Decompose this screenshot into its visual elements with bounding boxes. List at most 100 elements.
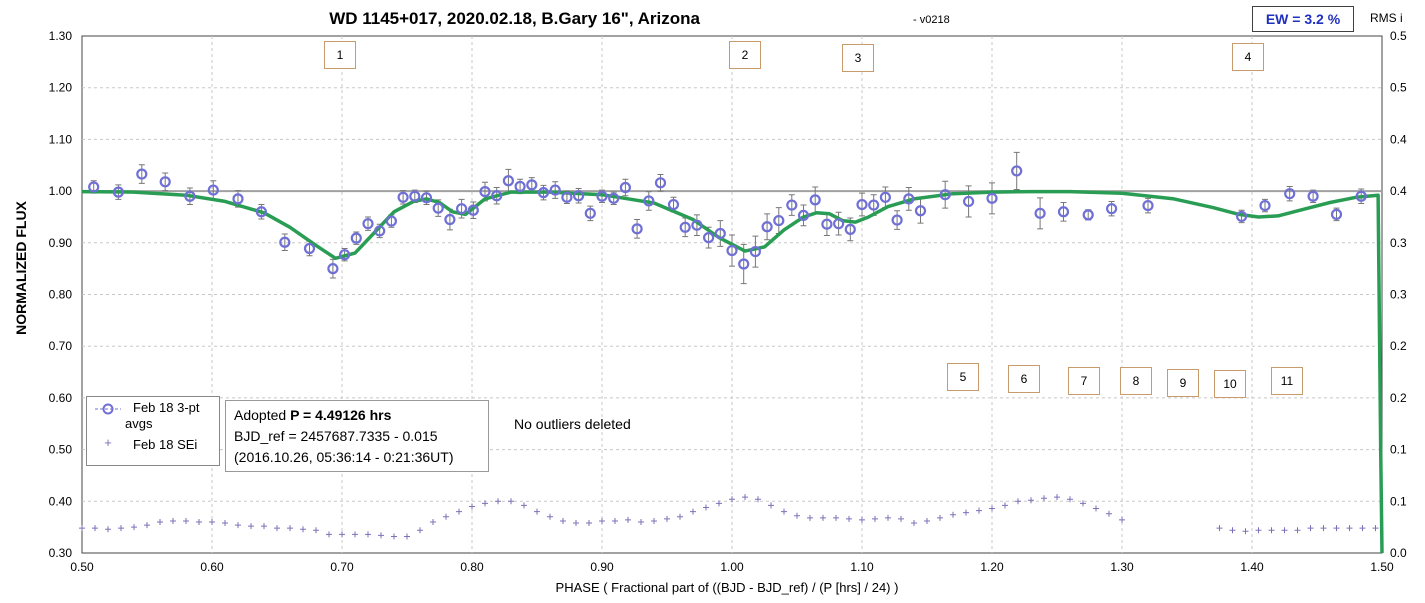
rms-point xyxy=(1106,510,1112,517)
rms-point xyxy=(430,518,436,525)
rms-point xyxy=(118,525,124,532)
y-tick-label: 1.30 xyxy=(49,29,73,43)
x-tick-label: 1.30 xyxy=(1110,560,1134,574)
rms-point xyxy=(872,515,878,522)
flux-point xyxy=(432,202,444,214)
rms-point xyxy=(352,531,358,538)
y-tick-label: 1.20 xyxy=(49,81,73,95)
y2-tick-labels: 0.0 0.1 0.1 0.2 0.2 0.3 0.3 0.4 0.4 0.5 0.5 xyxy=(1390,29,1407,560)
rms-point xyxy=(326,531,332,538)
flux-point xyxy=(891,214,903,226)
y-axis-title: NORMALIZED FLUX xyxy=(13,200,29,334)
flux-point xyxy=(279,236,291,248)
y2-tick-label: 0.5 xyxy=(1390,29,1407,43)
rms-point xyxy=(703,504,709,511)
error-bar xyxy=(729,234,735,267)
rms-point xyxy=(976,507,982,514)
rms-point xyxy=(495,498,501,505)
rms-point xyxy=(677,513,683,520)
x-tick-labels: 0.50 0.60 0.70 0.80 0.90 1.00 1.10 1.20 1.30 1.40… xyxy=(70,560,1394,574)
flux-point xyxy=(608,192,620,204)
date-line: (2016.10.26, 05:36:14 - 0:21:36UT) xyxy=(234,449,454,465)
flux-point xyxy=(350,232,362,244)
x-axis-title: PHASE ( Fractional part of ((BJD - BJD_r… xyxy=(556,580,899,595)
rms-point xyxy=(573,520,579,527)
rms-point xyxy=(378,532,384,539)
flux-point xyxy=(879,191,892,203)
rms-point xyxy=(1320,525,1327,532)
flux-point xyxy=(619,181,632,194)
rms-point xyxy=(1268,527,1275,534)
rms-point xyxy=(1093,505,1099,512)
flux-point xyxy=(374,225,386,237)
y2-tick-label: 0.0 xyxy=(1390,546,1407,560)
rms-point xyxy=(248,523,254,530)
flux-point xyxy=(584,207,596,219)
rms-point xyxy=(274,525,280,532)
flux-point xyxy=(1307,190,1319,202)
flux-point xyxy=(903,193,915,205)
model-line xyxy=(81,189,1384,554)
x-tick-label: 0.70 xyxy=(330,560,354,574)
flux-point xyxy=(409,190,421,202)
flux-point xyxy=(572,190,585,202)
error-bar xyxy=(835,211,842,236)
x-tick-label: 1.00 xyxy=(720,560,744,574)
dip-marker-9: 9 xyxy=(1167,369,1199,397)
y-tick-label: 0.30 xyxy=(49,546,73,560)
y-tick-label: 0.70 xyxy=(49,339,73,353)
flux-point xyxy=(255,206,267,218)
error-bar xyxy=(693,214,700,237)
flux-point xyxy=(691,219,703,231)
flux-point xyxy=(761,221,773,233)
rms-point xyxy=(443,513,449,520)
flux-point xyxy=(444,213,456,226)
chart-version: - v0218 xyxy=(913,14,950,26)
legend-label-points-2: avgs xyxy=(125,416,153,431)
error-bar xyxy=(764,213,771,241)
flux-point xyxy=(654,177,667,189)
flux-point xyxy=(749,245,762,258)
rms-point xyxy=(1255,527,1262,534)
y2-tick-label: 0.5 xyxy=(1390,81,1407,95)
legend-swatch-points xyxy=(95,403,121,415)
rms-point xyxy=(222,520,228,527)
rms-point xyxy=(638,518,644,525)
flux-point xyxy=(1330,208,1343,220)
rms-point xyxy=(1015,498,1021,505)
svg-text:+: + xyxy=(104,435,112,450)
flux-point xyxy=(714,227,726,240)
rms-point xyxy=(755,496,761,503)
dip-marker-11: 11 xyxy=(1271,367,1303,395)
flux-point xyxy=(526,179,538,191)
rms-point xyxy=(664,515,670,522)
flux-point xyxy=(537,187,550,199)
flux-point xyxy=(962,195,975,208)
y2-tick-label: 0.3 xyxy=(1390,236,1407,250)
y-tick-label: 0.60 xyxy=(49,391,73,405)
rms-point xyxy=(794,512,800,519)
error-bar xyxy=(752,235,759,268)
flux-point xyxy=(797,209,810,221)
rms-point xyxy=(170,517,176,524)
y2-tick-label: 0.2 xyxy=(1390,391,1407,405)
flux-point xyxy=(667,198,680,211)
rms-point xyxy=(105,526,111,533)
error-bar xyxy=(1060,201,1067,222)
rms-point xyxy=(79,525,85,532)
rms-point xyxy=(534,508,540,515)
flux-point xyxy=(420,192,433,204)
y-tick-labels: 0.30 0.40 0.50 0.60 0.70 0.80 0.90 1.00 1.10 1.20… xyxy=(49,29,73,560)
rms-point xyxy=(820,514,826,521)
flux-point xyxy=(112,186,125,198)
outliers-note: No outliers deleted xyxy=(514,416,631,432)
rms-point xyxy=(92,525,98,532)
flux-point xyxy=(643,195,655,207)
rms-point xyxy=(183,517,189,524)
rms-point xyxy=(1372,525,1379,532)
legend-label-sei: Feb 18 SEi xyxy=(133,437,198,452)
rms-point xyxy=(833,514,839,521)
flux-point xyxy=(136,168,148,180)
rms-point xyxy=(339,531,345,538)
rms-point xyxy=(1067,496,1073,503)
